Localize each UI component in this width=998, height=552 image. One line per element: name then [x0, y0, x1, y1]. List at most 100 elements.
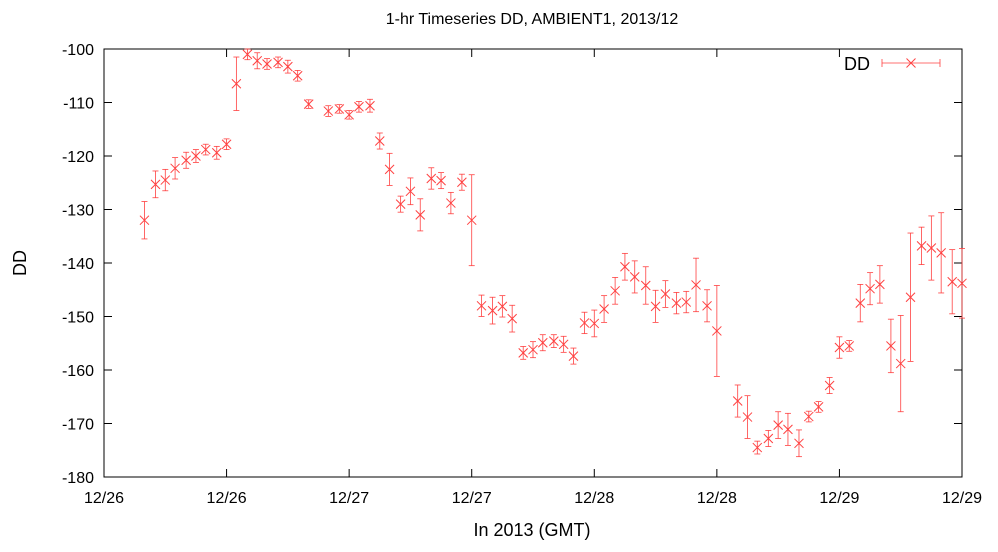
data-point: [334, 104, 345, 114]
data-point: [487, 296, 498, 325]
y-tick-label: -180: [62, 470, 94, 487]
point-marker: [457, 177, 467, 188]
data-point: [681, 290, 692, 314]
x-tick-label: 12/26: [207, 490, 247, 507]
point-marker: [487, 305, 498, 316]
data-point: [262, 58, 272, 70]
point-marker: [374, 136, 385, 146]
data-point: [813, 401, 824, 413]
point-marker: [763, 433, 774, 444]
point-marker: [579, 318, 590, 328]
point-marker: [170, 163, 180, 174]
data-point: [629, 260, 640, 294]
point-marker: [303, 99, 314, 109]
point-marker: [660, 289, 671, 299]
x-axis-label: In 2013 (GMT): [473, 520, 590, 540]
data-point: [742, 395, 753, 439]
point-marker: [466, 215, 477, 226]
data-point: [200, 143, 211, 156]
data-point: [803, 410, 814, 423]
point-marker: [548, 336, 559, 346]
data-point: [660, 280, 671, 308]
point-marker: [865, 283, 875, 294]
point-marker: [610, 285, 620, 296]
y-tick-label: -120: [62, 149, 94, 166]
x-tick-label: 12/27: [452, 490, 492, 507]
data-point: [211, 145, 222, 160]
data-point: [589, 309, 600, 338]
data-point: [763, 430, 774, 447]
data-point: [344, 109, 354, 120]
data-point: [426, 167, 437, 190]
point-marker: [620, 261, 630, 272]
data-point: [905, 232, 916, 362]
data-point: [436, 172, 446, 190]
point-marker: [742, 412, 753, 422]
x-tick-label: 12/29: [942, 490, 982, 507]
x-tick-label: 12/27: [329, 490, 369, 507]
point-marker: [405, 186, 416, 197]
point-marker: [702, 300, 712, 311]
point-marker: [712, 326, 722, 336]
data-point: [365, 98, 375, 113]
point-marker: [497, 301, 508, 312]
point-marker: [181, 155, 191, 166]
series-dd: [139, 48, 967, 458]
point-marker: [436, 175, 446, 186]
x-tick-label: 12/29: [819, 490, 859, 507]
x-axis: 12/26 12/26 12/27 12/27 12/28 12/28 12/29 12/29: [84, 49, 982, 507]
data-point: [303, 99, 314, 109]
data-point: [834, 336, 845, 359]
point-marker: [528, 344, 538, 355]
data-point: [283, 59, 293, 74]
point-marker: [783, 424, 793, 435]
point-marker: [537, 337, 548, 348]
data-point: [875, 265, 885, 304]
point-marker: [803, 411, 814, 422]
y-tick-label: -160: [62, 363, 94, 380]
data-point: [640, 266, 651, 305]
data-point: [702, 289, 712, 323]
point-marker: [957, 278, 967, 289]
data-point: [415, 198, 426, 232]
point-marker: [200, 144, 211, 155]
point-marker: [855, 298, 866, 308]
data-point: [824, 377, 835, 394]
point-marker: [732, 396, 743, 406]
data-point: [497, 295, 508, 318]
point-marker: [640, 280, 651, 291]
legend-marker: [881, 58, 941, 68]
x-tick-label: 12/26: [84, 490, 124, 507]
point-marker: [292, 70, 303, 81]
point-marker: [794, 438, 804, 449]
data-point: [579, 311, 590, 335]
point-marker: [773, 420, 783, 430]
data-point: [957, 248, 967, 319]
y-axis: -100 -110 -120 -130 -140 -150 -160 -170 -180: [62, 42, 962, 487]
point-marker: [273, 57, 283, 68]
data-point: [476, 294, 487, 317]
data-point: [231, 56, 242, 111]
data-point: [457, 173, 467, 191]
point-marker: [844, 341, 855, 351]
data-point: [610, 277, 620, 305]
data-point: [191, 149, 201, 163]
x-tick-label: 12/28: [697, 490, 737, 507]
data-point: [783, 412, 793, 446]
point-marker: [926, 243, 937, 253]
legend[interactable]: DD: [844, 54, 941, 74]
y-tick-label: -130: [62, 203, 94, 220]
chart-title: 1-hr Timeseries DD, AMBIENT1, 2013/12: [386, 11, 679, 28]
legend-label: DD: [844, 54, 870, 74]
data-point: [221, 138, 232, 150]
data-point: [354, 101, 364, 113]
data-point: [732, 384, 743, 418]
data-point: [242, 48, 253, 61]
data-point: [671, 292, 682, 315]
y-tick-label: -150: [62, 310, 94, 327]
point-marker: [905, 292, 916, 303]
point-marker: [344, 109, 354, 120]
point-marker: [568, 351, 579, 361]
y-tick-label: -170: [62, 417, 94, 434]
